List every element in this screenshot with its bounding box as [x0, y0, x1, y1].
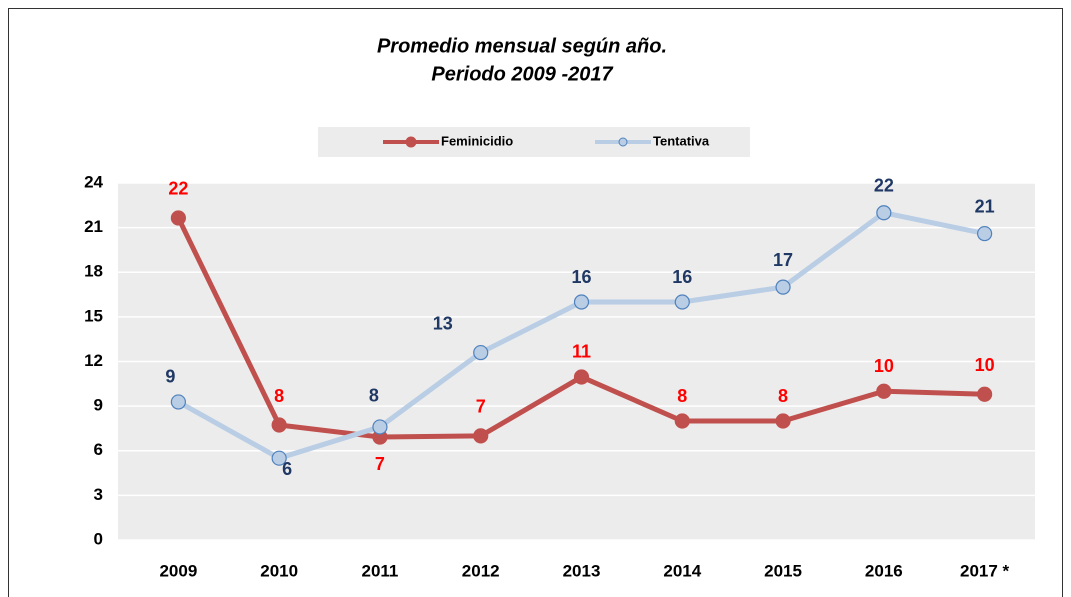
data-label: 11 — [572, 342, 591, 362]
data-label: 8 — [778, 386, 788, 406]
x-tick-label: 2014 — [663, 561, 701, 580]
x-tick-label: 2012 — [462, 561, 500, 580]
data-label: 6 — [282, 459, 292, 479]
chart-subtitle: Periodo 2009 -2017 — [431, 63, 613, 85]
data-point — [372, 419, 388, 435]
y-tick-label: 18 — [84, 262, 103, 281]
y-tick-label: 0 — [94, 529, 103, 548]
data-point — [170, 210, 186, 226]
data-label: 10 — [874, 356, 894, 376]
data-point — [271, 450, 287, 466]
legend-marker — [405, 136, 417, 148]
y-tick-label: 15 — [84, 306, 103, 325]
data-point — [473, 344, 489, 361]
y-tick-label: 21 — [84, 217, 103, 236]
legend-marker — [618, 137, 628, 147]
x-tick-label: 2009 — [159, 561, 197, 580]
data-point — [876, 383, 892, 399]
y-tick-label: 3 — [94, 485, 103, 504]
data-label: 22 — [874, 176, 894, 196]
data-label: 16 — [571, 267, 591, 287]
x-tick-label: 2011 — [361, 561, 398, 580]
data-label: 8 — [677, 386, 687, 406]
y-tick-label: 6 — [94, 440, 103, 459]
data-point — [170, 394, 186, 410]
data-point — [876, 205, 892, 221]
data-label: 7 — [476, 397, 486, 417]
chart-title: Promedio mensual según año. — [377, 35, 667, 57]
legend-label: Feminicidio — [441, 133, 513, 148]
y-tick-label: 9 — [94, 396, 103, 415]
data-point — [775, 279, 791, 295]
data-label: 17 — [773, 250, 793, 270]
data-point — [674, 294, 690, 310]
data-label: 10 — [975, 355, 995, 375]
data-point — [977, 386, 993, 402]
legend-label: Tentativa — [653, 133, 710, 148]
data-label: 8 — [274, 386, 284, 406]
x-tick-label: 2013 — [563, 561, 601, 580]
x-tick-label: 2017 * — [960, 561, 1010, 580]
y-tick-label: 24 — [84, 172, 103, 191]
x-tick-label: 2010 — [260, 561, 298, 580]
data-label: 7 — [375, 454, 385, 474]
data-point — [573, 294, 590, 310]
data-point — [775, 413, 791, 429]
data-point — [271, 417, 287, 433]
data-label: 8 — [369, 386, 379, 406]
y-tick-label: 12 — [84, 351, 103, 370]
data-label: 16 — [672, 267, 692, 287]
data-label: 9 — [165, 367, 175, 387]
data-label: 22 — [168, 179, 188, 199]
data-point — [473, 428, 489, 444]
data-point — [573, 369, 590, 385]
data-label: 21 — [975, 196, 995, 216]
x-tick-label: 2015 — [764, 561, 802, 580]
data-point — [977, 225, 993, 242]
data-label: 13 — [433, 313, 453, 333]
data-point — [674, 413, 690, 429]
x-tick-label: 2016 — [865, 561, 903, 580]
